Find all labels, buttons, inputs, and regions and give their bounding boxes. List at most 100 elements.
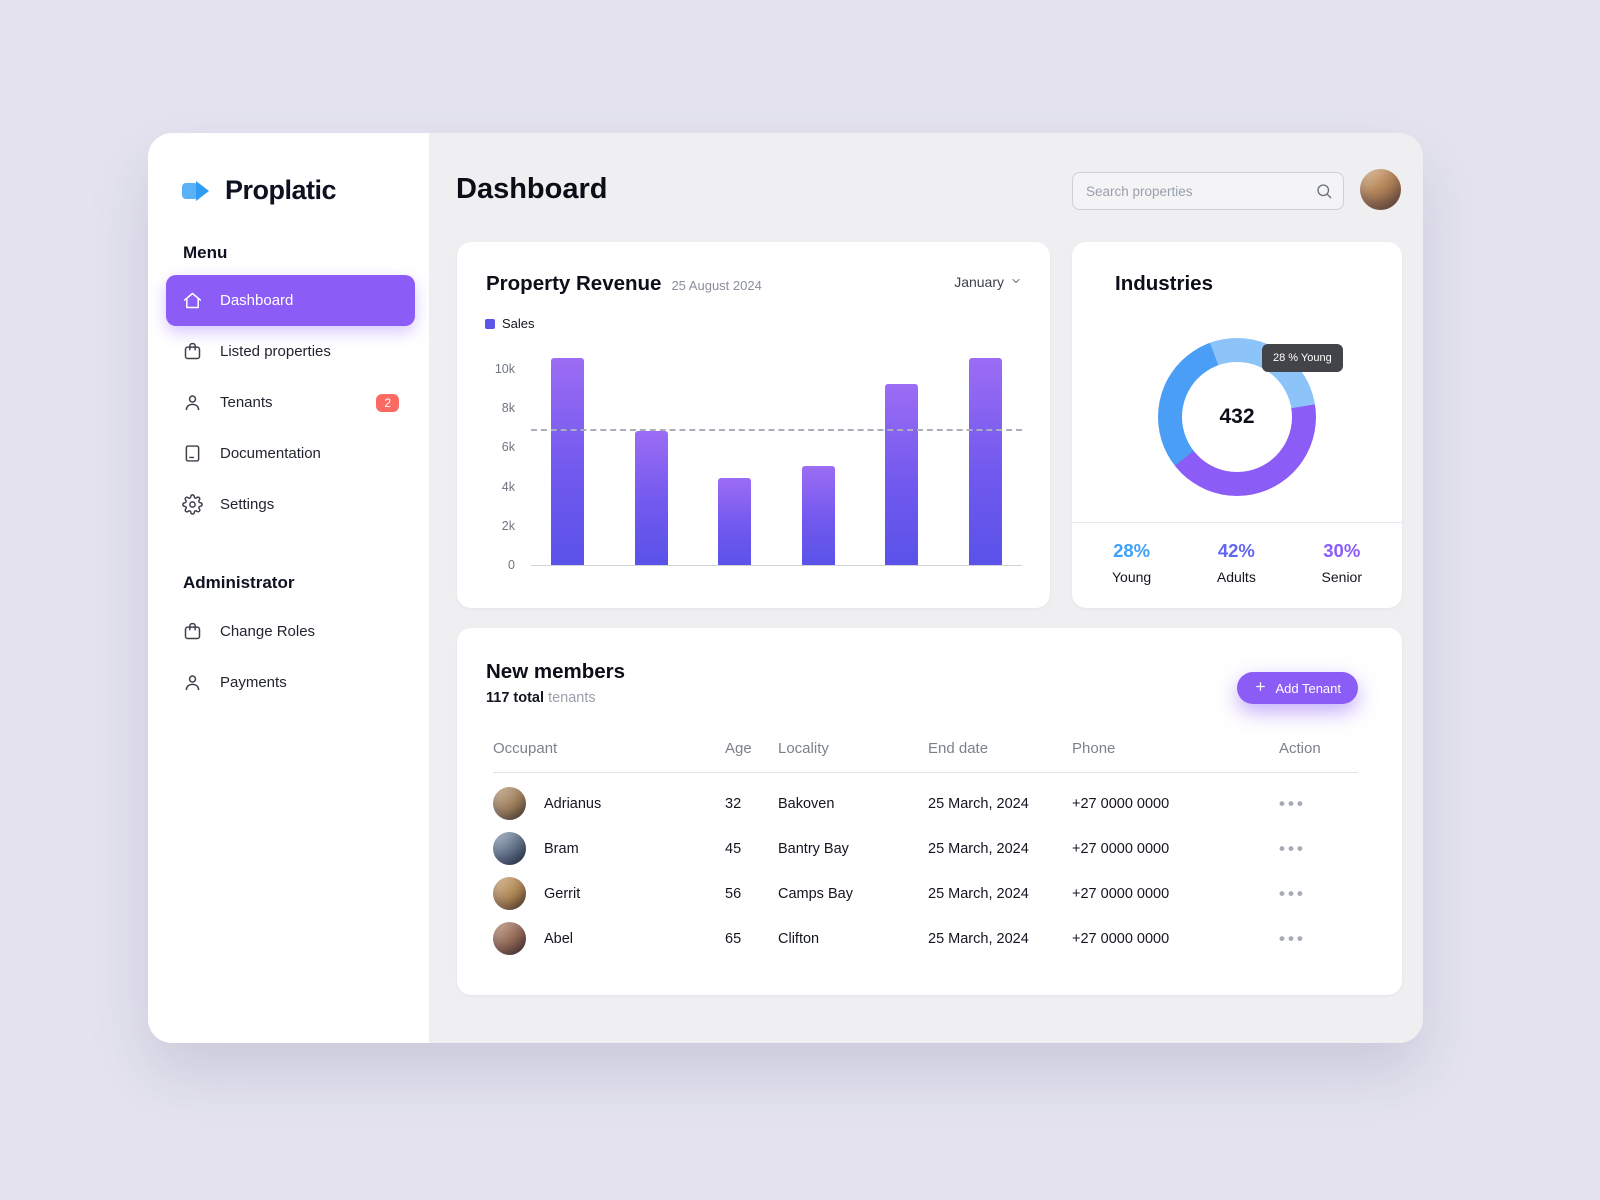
new-members-card: New members 117 total tenants Add Tenant… [457, 628, 1402, 995]
industry-stat: 30% Senior [1322, 540, 1362, 585]
occupant-name: Bram [544, 840, 579, 857]
app-window: Proplatic Menu Dashboard Listed properti… [148, 133, 1423, 1043]
bar-plot [531, 358, 1022, 566]
revenue-bar [801, 466, 835, 565]
industry-stat: 28% Young [1112, 540, 1151, 585]
sidebar-item-documentation[interactable]: Documentation [166, 428, 415, 479]
sidebar-item-label: Listed properties [220, 343, 331, 360]
phone-cell: +27 0000 0000 [1072, 885, 1170, 902]
stat-label: Senior [1321, 569, 1362, 585]
app-name: Proplatic [225, 175, 337, 205]
person-icon [182, 392, 203, 413]
sidebar-item-label: Settings [220, 496, 275, 513]
y-tick-label: 6k [501, 440, 515, 455]
gear-icon [182, 494, 203, 515]
home-icon [182, 290, 203, 311]
col-phone: Phone [1072, 740, 1116, 757]
table-row: Gerrit 56 Camps Bay 25 March, 2024 +27 0… [493, 871, 1358, 916]
row-actions-button[interactable]: ••• [1279, 928, 1306, 948]
industries-card-title: Industries [1115, 272, 1213, 295]
property-revenue-card: Property Revenue 25 August 2024 January … [457, 242, 1050, 608]
sidebar-item-label: Documentation [220, 445, 321, 462]
bag-icon [182, 621, 203, 642]
stat-percentage: 28% [1113, 540, 1151, 561]
chart-legend: Sales [485, 316, 535, 331]
revenue-bar [968, 358, 1002, 565]
revenue-bar-chart: 10k 8k 6k 4k 2k 0 [485, 358, 1022, 572]
col-action: Action [1279, 740, 1321, 757]
occupant-name: Abel [544, 930, 574, 947]
sidebar-item-label: Tenants [220, 394, 273, 411]
occupant-name: Adrianus [544, 795, 602, 812]
stat-percentage: 30% [1323, 540, 1361, 561]
sidebar-item-change-roles[interactable]: Change Roles [166, 606, 415, 657]
y-axis: 10k 8k 6k 4k 2k 0 [485, 362, 515, 572]
end-date-cell: 25 March, 2024 [928, 840, 1029, 857]
phone-cell: +27 0000 0000 [1072, 930, 1170, 947]
table-row: Adrianus 32 Bakoven 25 March, 2024 +27 0… [493, 781, 1358, 826]
admin-nav: Change Roles Payments [166, 606, 415, 708]
col-age: Age [725, 740, 752, 757]
y-tick-label: 4k [501, 479, 515, 494]
phone-cell: +27 0000 0000 [1072, 840, 1170, 857]
industries-card: Industries 432 28 % Young 28% Young 42% Adu… [1072, 242, 1402, 608]
add-tenant-button[interactable]: Add Tenant [1237, 672, 1358, 704]
members-table: Occupant Age Locality End date Phone Act… [493, 740, 1358, 961]
bag-icon [182, 341, 203, 362]
tenant-avatar [493, 877, 526, 910]
row-actions-button[interactable]: ••• [1279, 883, 1306, 903]
sidebar-item-label: Change Roles [220, 623, 316, 640]
stat-label: Adults [1216, 569, 1256, 585]
revenue-bar [634, 431, 668, 565]
administrator-section-label: Administrator [183, 573, 295, 592]
sidebar-item-dashboard[interactable]: Dashboard [166, 275, 415, 326]
row-actions-button[interactable]: ••• [1279, 838, 1306, 858]
industries-donut-chart: 432 [1158, 338, 1316, 496]
sidebar-item-label: Payments [220, 674, 287, 691]
y-tick-label: 8k [501, 401, 515, 416]
col-occupant: Occupant [493, 740, 558, 757]
revenue-card-title: Property Revenue [486, 272, 662, 295]
revenue-bar [885, 384, 919, 565]
age-cell: 45 [725, 840, 742, 857]
members-total: 117 total tenants [486, 690, 596, 706]
sidebar-item-tenants[interactable]: Tenants 2 [166, 377, 415, 428]
sidebar-item-payments[interactable]: Payments [166, 657, 415, 708]
members-card-title: New members [486, 660, 626, 683]
tenant-avatar [493, 922, 526, 955]
month-selector[interactable]: January [954, 274, 1022, 290]
sidebar-item-listed-properties[interactable]: Listed properties [166, 326, 415, 377]
chevron-down-icon [1010, 274, 1022, 290]
logo: Proplatic [182, 175, 337, 206]
locality-cell: Bakoven [778, 795, 835, 812]
logo-icon [182, 180, 216, 202]
legend-swatch [485, 318, 495, 329]
sidebar-item-label: Dashboard [220, 292, 294, 309]
age-cell: 65 [725, 930, 742, 947]
stat-label: Young [1112, 569, 1152, 585]
average-dashed-line [531, 429, 1022, 431]
table-row: Bram 45 Bantry Bay 25 March, 2024 +27 00… [493, 826, 1358, 871]
add-tenant-label: Add Tenant [1275, 680, 1341, 696]
row-actions-button[interactable]: ••• [1279, 793, 1306, 813]
end-date-cell: 25 March, 2024 [928, 930, 1029, 947]
y-tick-label: 0 [508, 557, 515, 572]
tenant-avatar [493, 832, 526, 865]
members-total-count: 117 total [486, 690, 545, 706]
month-selector-value: January [954, 274, 1004, 290]
search-input[interactable] [1072, 172, 1344, 210]
search-box [1072, 172, 1344, 210]
age-cell: 56 [725, 885, 742, 902]
age-cell: 32 [725, 795, 742, 812]
search-icon[interactable] [1315, 182, 1333, 200]
locality-cell: Bantry Bay [778, 840, 849, 857]
donut-center-value: 432 [1182, 362, 1292, 472]
person-icon [182, 672, 203, 693]
donut-tooltip: 28 % Young [1262, 344, 1343, 372]
industries-stats: 28% Young 42% Adults 30% Senior [1072, 540, 1402, 585]
user-avatar[interactable] [1360, 169, 1401, 210]
phone-cell: +27 0000 0000 [1072, 795, 1170, 812]
end-date-cell: 25 March, 2024 [928, 885, 1029, 902]
sidebar-item-settings[interactable]: Settings [166, 479, 415, 530]
menu-section-label: Menu [183, 243, 228, 262]
